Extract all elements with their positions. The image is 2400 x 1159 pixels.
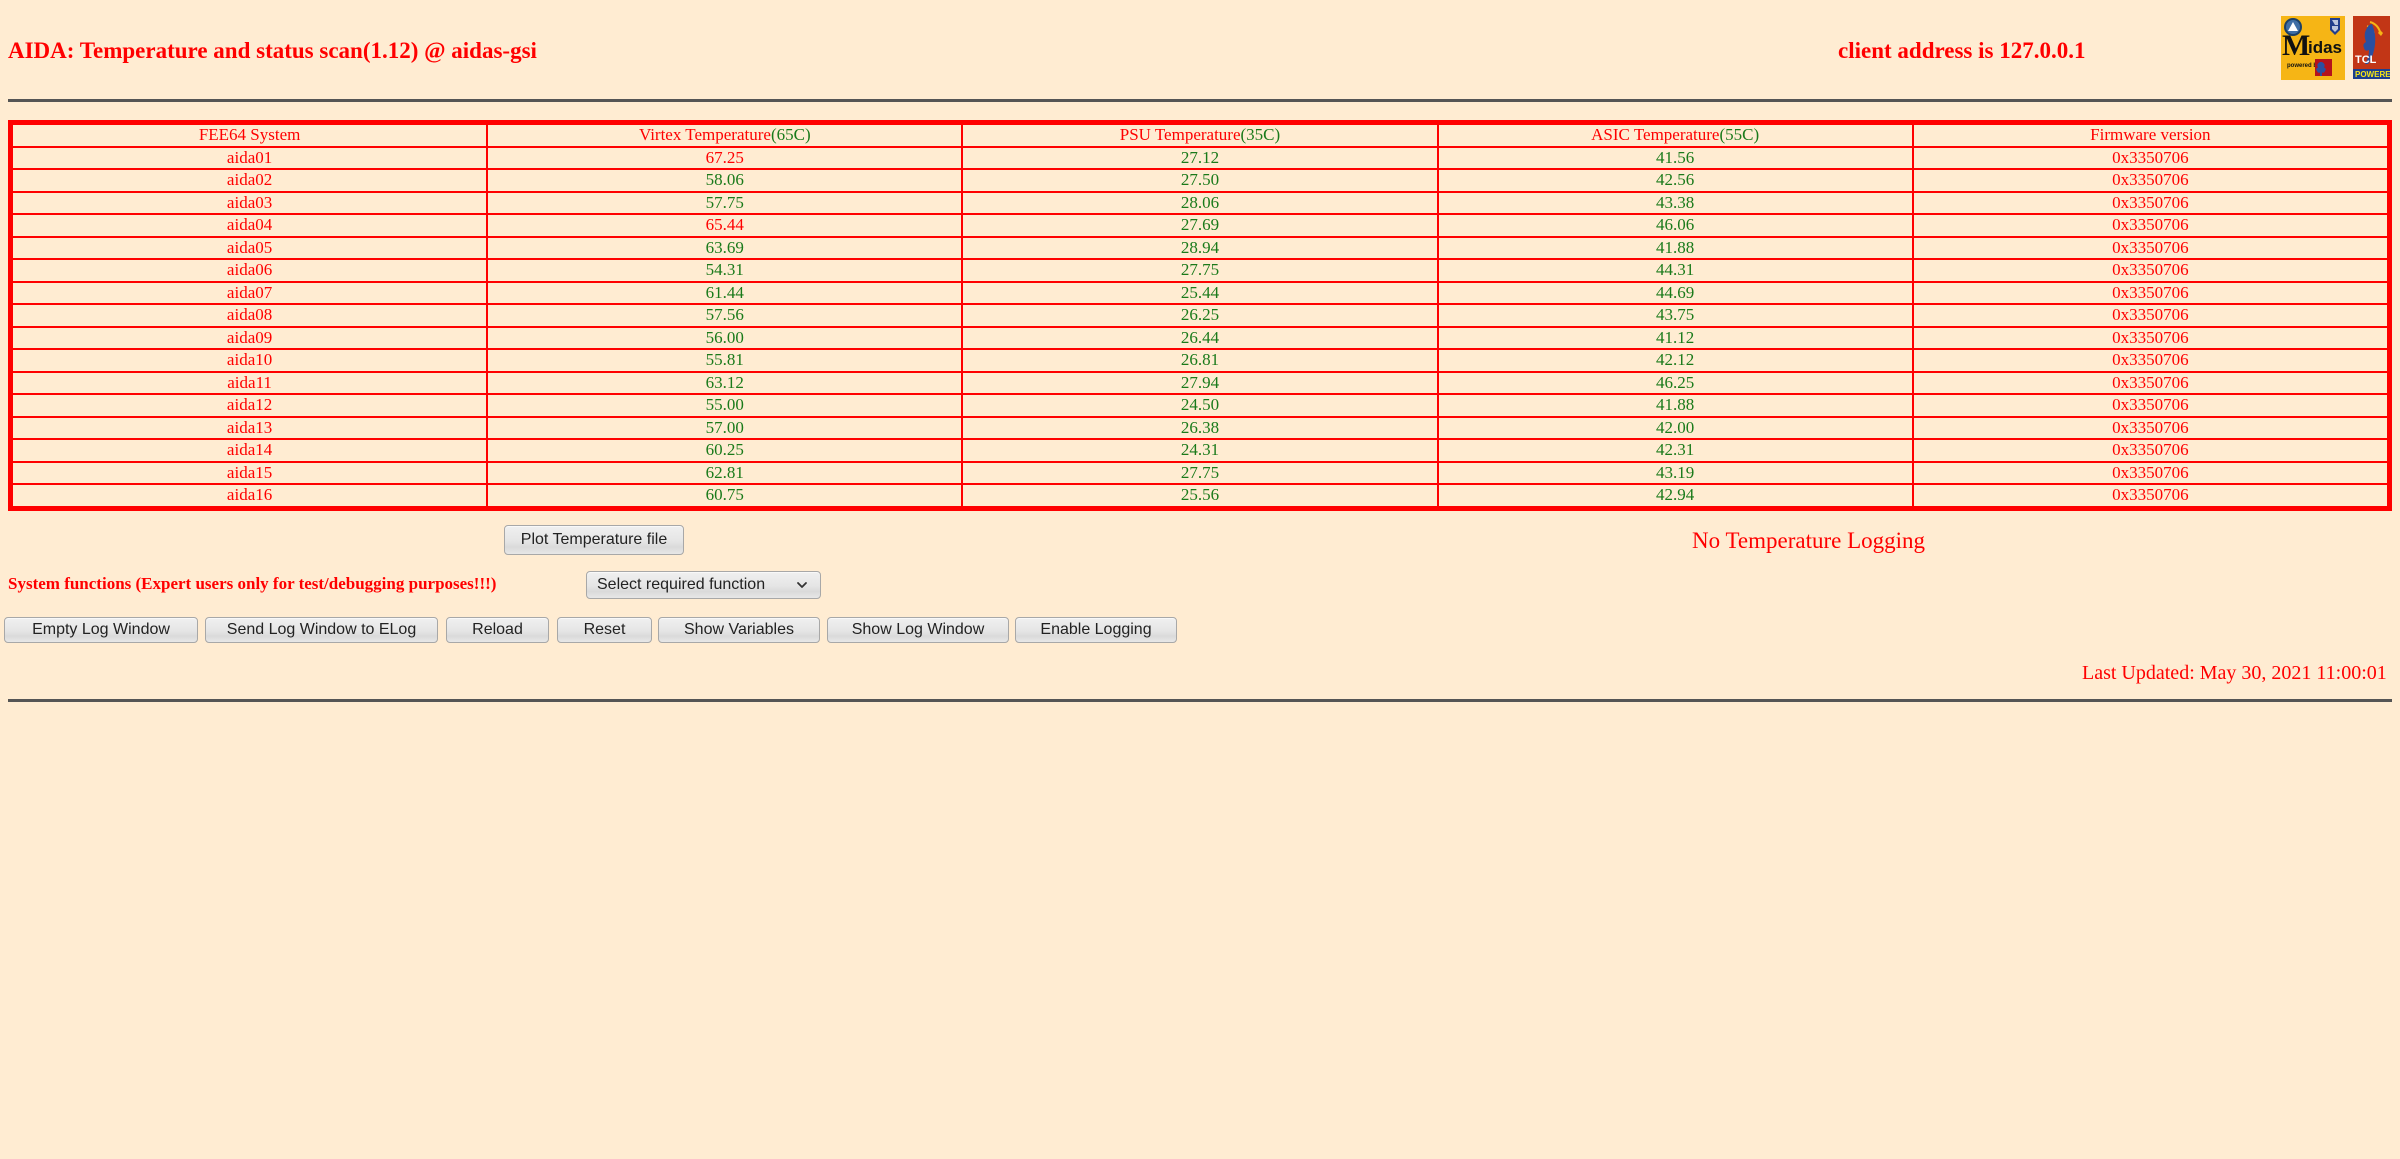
svg-text:idas: idas [2308,38,2342,57]
svg-text:TCL: TCL [2355,54,2377,66]
svg-text:POWERED: POWERED [2355,70,2390,79]
svg-text:M: M [2282,29,2310,62]
